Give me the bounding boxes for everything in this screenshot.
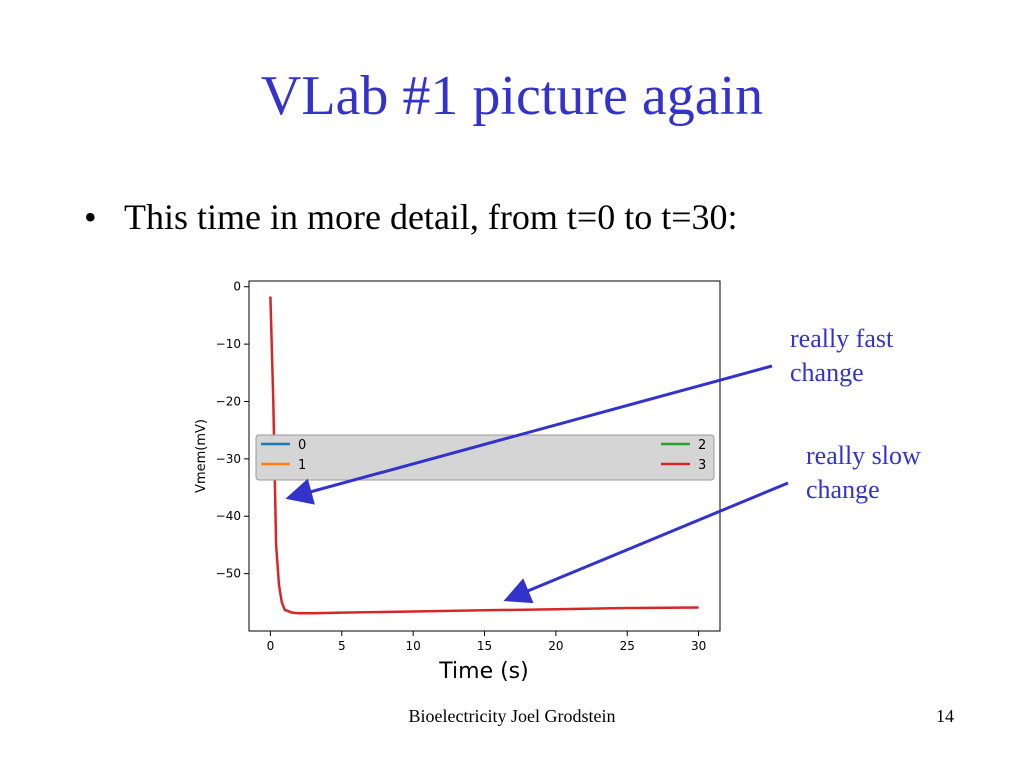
series-layer bbox=[269, 296, 699, 615]
y-tick-label: −50 bbox=[216, 567, 241, 581]
y-tick-label: −20 bbox=[216, 394, 241, 408]
x-tick-label: 0 bbox=[267, 639, 275, 653]
y-tick-label: 0 bbox=[233, 280, 241, 294]
slide-title: VLab #1 picture again bbox=[260, 65, 764, 127]
legend-label-3: 3 bbox=[698, 458, 706, 473]
bullet-text: This time in more detail, from t=0 to t=… bbox=[124, 197, 738, 237]
annotation-slow-change: really slow change bbox=[806, 439, 921, 507]
legend-label-0: 0 bbox=[298, 438, 306, 453]
x-tick-label: 20 bbox=[548, 639, 563, 653]
x-tick-label: 10 bbox=[405, 639, 420, 653]
legend-label-1: 1 bbox=[298, 458, 306, 473]
annotation-slow-line-2: change bbox=[806, 474, 880, 504]
y-tick-label: −40 bbox=[216, 509, 241, 523]
y-tick-label: −30 bbox=[216, 452, 241, 466]
y-axis-label: Vmem(mV) bbox=[194, 419, 209, 493]
fast-change-arrow bbox=[285, 364, 773, 505]
legend-label-2: 2 bbox=[698, 438, 706, 453]
bullet-item: • This time in more detail, from t=0 to t… bbox=[84, 196, 738, 239]
x-tick-label: 5 bbox=[338, 639, 346, 653]
bullet-marker: • bbox=[84, 197, 97, 237]
legend-box bbox=[255, 434, 715, 481]
x-axis-label: Time (s) bbox=[438, 659, 528, 684]
page-number: 14 bbox=[936, 706, 954, 726]
annotation-fast-change: really fast change bbox=[790, 322, 893, 390]
y-tick-label: −10 bbox=[216, 337, 241, 351]
annotation-slow-line-1: really slow bbox=[806, 441, 921, 470]
legend: 0 1 2 3 bbox=[255, 434, 715, 481]
footer-credit: Bioelectricity Joel Grodstein bbox=[408, 706, 616, 726]
x-axis-ticks: 0 5 10 15 20 25 30 bbox=[267, 631, 706, 653]
x-tick-label: 30 bbox=[691, 639, 706, 653]
series-line-3 bbox=[269, 296, 699, 615]
slow-change-arrow bbox=[503, 481, 789, 604]
x-tick-label: 25 bbox=[620, 639, 635, 653]
x-tick-label: 15 bbox=[477, 639, 492, 653]
annotation-fast-line-2: change bbox=[790, 357, 864, 387]
y-axis-ticks: 0 −10 −20 −30 −40 −50 bbox=[216, 280, 249, 581]
annotation-fast-line-1: really fast bbox=[790, 324, 894, 353]
